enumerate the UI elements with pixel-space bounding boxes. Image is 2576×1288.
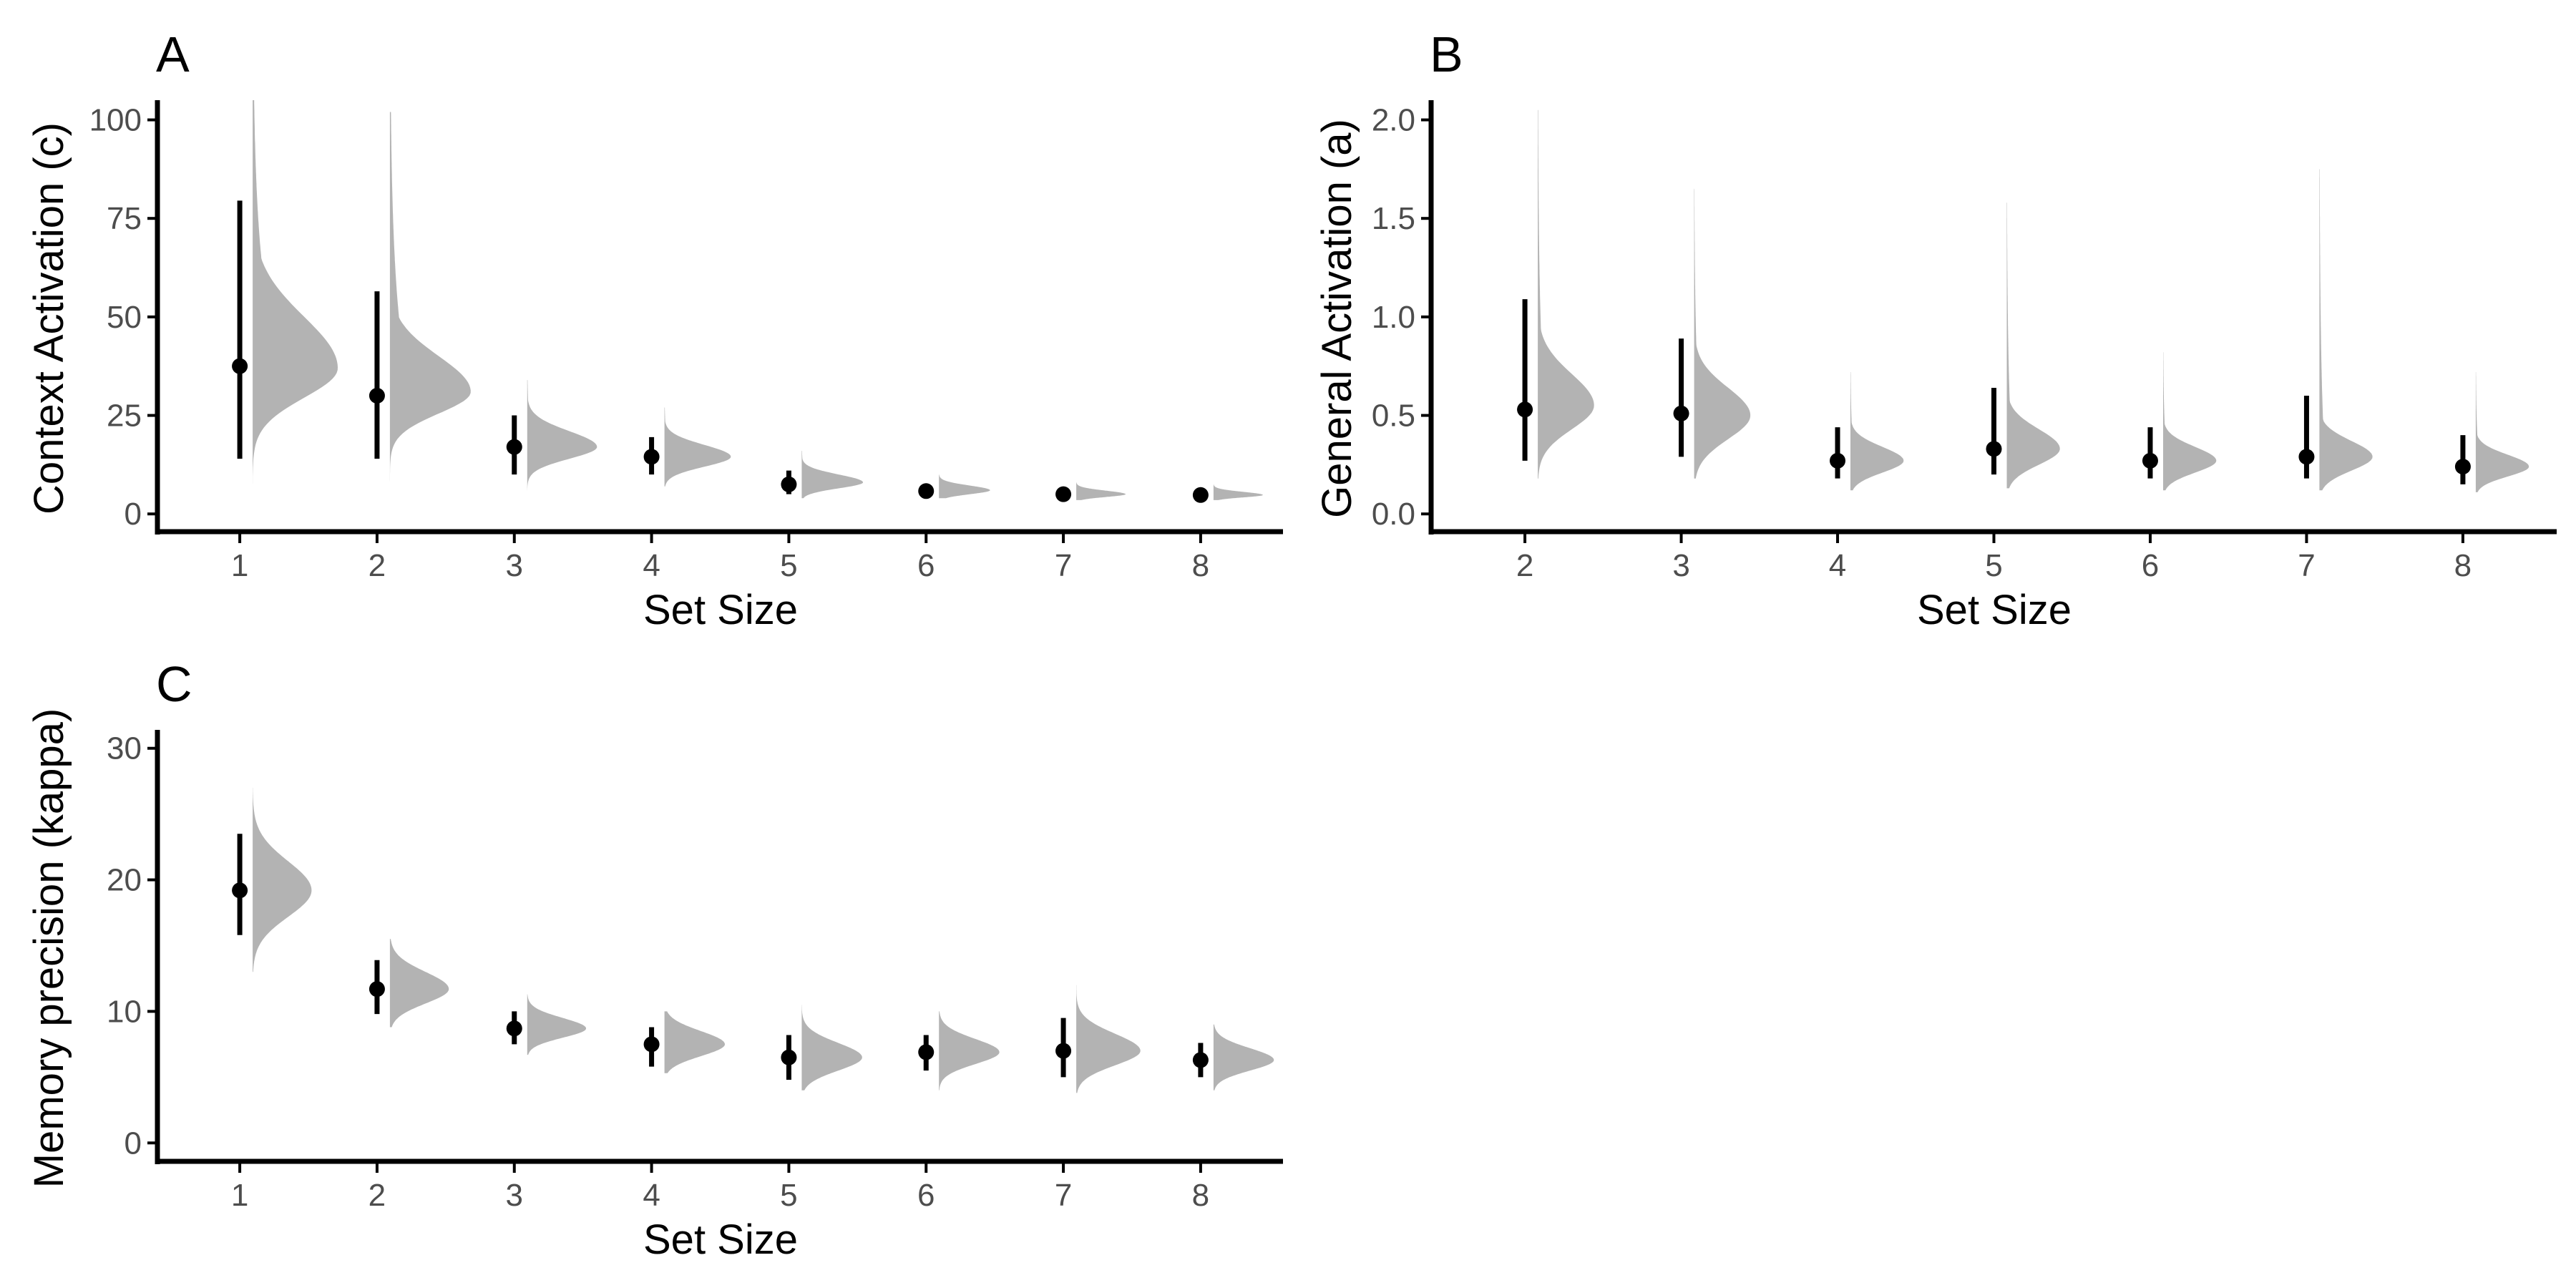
panel-c-x-tick-label: 7 — [1055, 1178, 1072, 1213]
panel-c-density-6 — [939, 1011, 1000, 1091]
panel-c-density-3 — [527, 994, 586, 1055]
panel-c-x-tick-label: 3 — [506, 1178, 523, 1213]
panel-b-density-5 — [2006, 203, 2060, 489]
panel-c-x-tick-label: 8 — [1192, 1178, 1209, 1213]
panel-b-density-7 — [2319, 169, 2373, 491]
panel-b-x-tick-label: 8 — [2454, 548, 2472, 583]
panel-a-x-tick-label: 3 — [506, 548, 523, 583]
panel-a-density-6 — [939, 474, 990, 499]
panel-b-point-5 — [1986, 441, 2002, 457]
panel-a-point-8 — [1192, 487, 1209, 503]
panel-c: C Set Size Memory precision (kappa) 0 10 2… — [26, 656, 1283, 1263]
panel-b-density-4 — [1850, 372, 1904, 491]
panel-a-y-axis-title: Context Activation (c) — [26, 122, 72, 514]
panel-c-y-axis-title: Memory precision (kappa) — [26, 708, 72, 1188]
panel-c-density-2 — [389, 939, 449, 1028]
panel-a-x-axis-title: Set Size — [643, 587, 798, 633]
panel-b-y-axis-title: General Activation (a) — [1314, 119, 1360, 518]
panel-b-y-tick-label: 1.0 — [1372, 300, 1415, 335]
panel-a-density-8 — [1213, 484, 1263, 500]
panel-b-y-tick-label: 0.5 — [1372, 399, 1415, 434]
panel-a-density-5 — [801, 451, 863, 499]
panel-c-point-2 — [369, 981, 385, 997]
panel-b-point-3 — [1673, 405, 1689, 421]
panel-b: B Set Size General Activation (a) 0.0 0.5… — [1314, 26, 2557, 633]
panel-c-point-6 — [918, 1044, 935, 1060]
panel-a-point-5 — [781, 476, 797, 492]
panel-a-x-tick-label: 5 — [780, 548, 797, 583]
panel-a: A Set Size Context Activation (c) 025507… — [26, 26, 1283, 633]
panel-a-y-tick-label: 100 — [89, 103, 142, 138]
panel-c-x-tick-label: 2 — [369, 1178, 386, 1213]
panel-c-density-7 — [1076, 985, 1141, 1093]
panel-b-x-tick-label: 2 — [1516, 548, 1533, 583]
panel-b-point-4 — [1830, 452, 1846, 469]
panel-c-y-tick-label: 30 — [107, 731, 142, 766]
panel-a-x-tick-label: 2 — [369, 548, 386, 583]
panel-a-y-tick-label: 25 — [107, 399, 142, 434]
panel-c-x-tick-label: 4 — [643, 1178, 660, 1213]
panel-a-y-tick-label: 0 — [125, 497, 142, 532]
panel-c-point-5 — [781, 1049, 797, 1065]
panel-b-y-tick-label: 0.0 — [1372, 497, 1415, 532]
panel-a-tag: A — [156, 26, 190, 82]
panel-a-x-tick-label: 4 — [643, 548, 660, 583]
panel-a-density-1 — [253, 100, 338, 502]
panel-a-x-tick-label: 8 — [1192, 548, 1209, 583]
panel-c-point-3 — [506, 1020, 522, 1037]
panel-c-y-tick-label: 0 — [125, 1126, 142, 1161]
panel-b-density-3 — [1694, 188, 1751, 479]
panel-a-density-7 — [1076, 482, 1126, 500]
panel-a-point-1 — [232, 358, 248, 374]
panel-c-point-1 — [232, 882, 248, 899]
panel-a-x-tick-label: 7 — [1055, 548, 1072, 583]
panel-c-density-5 — [801, 1005, 862, 1091]
panel-c-point-4 — [643, 1036, 660, 1053]
panel-a-point-6 — [918, 483, 935, 499]
panel-b-point-7 — [2298, 449, 2315, 465]
panel-b-y-tick-label: 1.5 — [1372, 201, 1415, 236]
panel-b-tag: B — [1430, 26, 1463, 82]
panel-c-tag: C — [156, 656, 192, 712]
panel-c-y-tick-label: 20 — [107, 863, 142, 898]
panel-b-point-8 — [2454, 459, 2471, 475]
panel-a-point-7 — [1055, 486, 1072, 502]
panel-c-x-tick-label: 5 — [780, 1178, 797, 1213]
panel-c-x-axis-title: Set Size — [643, 1216, 798, 1263]
panel-b-density-8 — [2475, 372, 2529, 492]
panel-c-density-8 — [1213, 1024, 1274, 1091]
panel-b-x-tick-label: 7 — [2298, 548, 2315, 583]
panel-c-point-8 — [1192, 1052, 1209, 1068]
panel-c-x-tick-label: 1 — [231, 1178, 248, 1213]
panel-b-y-tick-label: 2.0 — [1372, 103, 1415, 138]
panel-b-x-tick-label: 3 — [1672, 548, 1689, 583]
panel-c-y-tick-label: 10 — [107, 994, 142, 1029]
panel-a-density-3 — [527, 380, 597, 491]
panel-a-point-4 — [643, 449, 660, 465]
panel-a-point-2 — [369, 388, 385, 404]
panel-c-x-tick-label: 6 — [917, 1178, 935, 1213]
panel-b-x-tick-label: 6 — [2142, 548, 2159, 583]
panel-b-x-tick-label: 5 — [1985, 548, 2002, 583]
panel-c-density-1 — [253, 787, 312, 972]
panel-a-y-tick-label: 50 — [107, 300, 142, 335]
panel-c-point-7 — [1055, 1043, 1072, 1059]
panel-b-point-6 — [2142, 452, 2158, 469]
panel-a-point-3 — [506, 439, 522, 455]
panel-a-y-tick-label: 75 — [107, 201, 142, 236]
panel-b-x-axis-title: Set Size — [1917, 587, 2072, 633]
panel-a-x-tick-label: 1 — [231, 548, 248, 583]
panel-b-density-2 — [1538, 109, 1594, 479]
panel-c-density-4 — [664, 1011, 725, 1073]
panel-b-density-6 — [2163, 352, 2217, 491]
panel-b-point-2 — [1517, 401, 1533, 418]
panel-b-x-tick-label: 4 — [1829, 548, 1846, 583]
panel-a-x-tick-label: 6 — [917, 548, 935, 583]
panel-a-density-2 — [389, 112, 471, 491]
panel-a-density-4 — [664, 407, 731, 487]
